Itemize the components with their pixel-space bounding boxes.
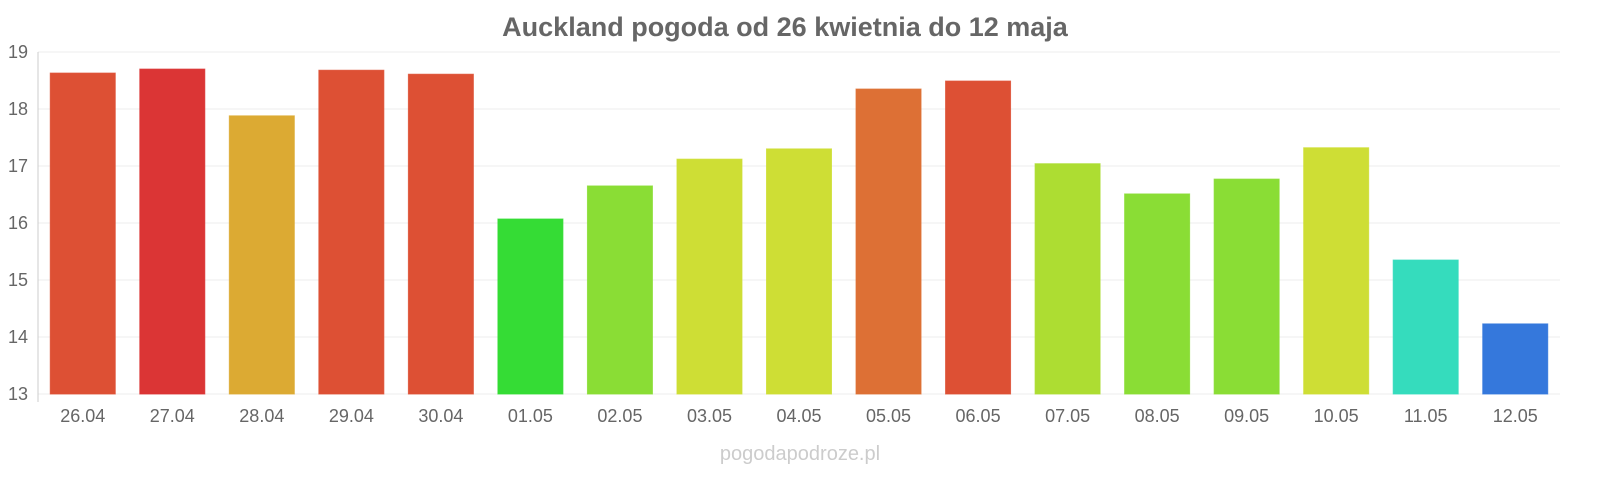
x-tick-label: 02.05 [597,406,642,426]
x-tick-label: 01.05 [508,406,553,426]
bar [676,158,743,395]
chart-title: Auckland pogoda od 26 kwietnia do 12 maj… [502,12,1069,42]
bar [139,68,206,395]
y-tick-label: 15 [8,270,28,290]
x-tick-label: 07.05 [1045,406,1090,426]
watermark: pogodapodroze.pl [720,443,880,465]
x-tick-label: 29.04 [329,406,374,426]
y-tick-label: 18 [8,99,28,119]
x-tick-label: 30.04 [418,406,463,426]
x-tick-label: 03.05 [687,406,732,426]
bar [1034,163,1101,395]
y-tick-label: 19 [8,42,28,62]
y-tick-label: 14 [8,327,28,347]
x-tick-label: 05.05 [866,406,911,426]
bar [1124,193,1191,395]
bar [855,88,922,395]
x-tick-label: 28.04 [239,406,284,426]
x-tick-label: 27.04 [150,406,195,426]
bar [1213,178,1280,395]
bar [1392,259,1459,395]
x-tick-label: 26.04 [60,406,105,426]
y-tick-label: 17 [8,156,28,176]
x-tick-label: 06.05 [956,406,1001,426]
bar [407,73,474,395]
x-tick-label: 04.05 [776,406,821,426]
x-tick-label: 11.05 [1404,406,1448,426]
bar [766,148,832,395]
bar [1482,323,1549,395]
bar [228,115,295,395]
x-tick-label: 10.05 [1314,406,1359,426]
bar [318,69,385,395]
x-tick-label: 08.05 [1135,406,1180,426]
bar [49,72,116,395]
x-tick-label: 09.05 [1224,406,1269,426]
y-tick-label: 16 [8,213,28,233]
bar [586,185,653,395]
y-tick-label: 13 [8,384,28,404]
bar [497,218,564,395]
bar [945,80,1012,395]
x-tick-label: 12.05 [1493,406,1538,426]
bar [1303,147,1370,395]
